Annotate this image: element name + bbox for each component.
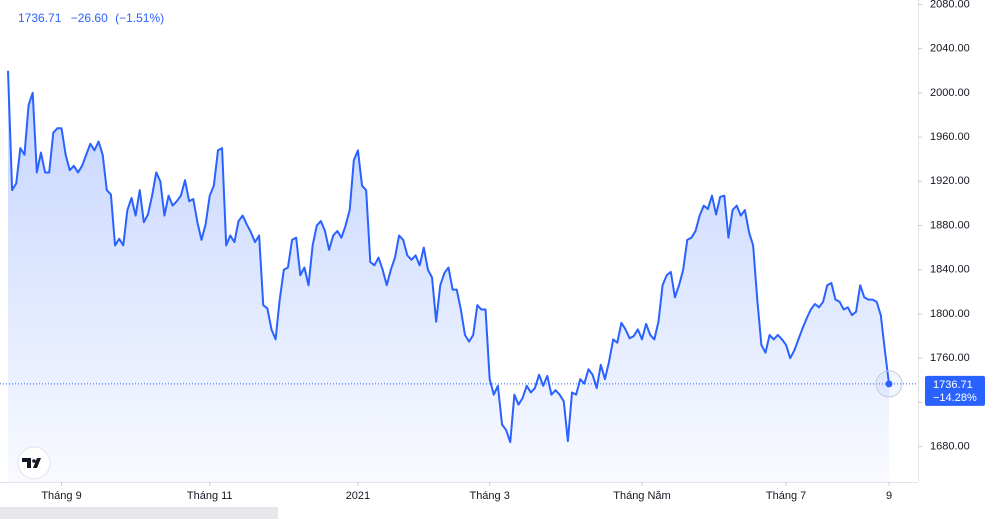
y-tick-label: 1760.00 <box>930 352 970 364</box>
x-tick-label: 9 <box>886 490 892 502</box>
y-tick-label: 1800.00 <box>930 308 970 320</box>
y-tick-label: 1920.00 <box>930 175 970 187</box>
x-tick-label: 2021 <box>346 490 370 502</box>
y-tick-label: 2080.00 <box>930 0 970 10</box>
tv-logo <box>17 446 51 480</box>
price-label-box <box>925 375 985 406</box>
x-tick-label: Tháng 11 <box>187 490 233 502</box>
header-change-pct: (−1.51%) <box>115 11 164 25</box>
x-tick-label: Tháng 9 <box>41 490 81 502</box>
y-tick-label: 1880.00 <box>930 219 970 231</box>
scrollbar[interactable] <box>0 507 278 519</box>
area <box>8 70 889 482</box>
x-tick-label: Tháng 3 <box>469 490 509 502</box>
y-tick-label: 1960.00 <box>930 131 970 143</box>
price-label-pct: −14.28% <box>933 392 977 404</box>
x-tick-label: Tháng Năm <box>613 490 670 502</box>
y-tick-label: 1840.00 <box>930 264 970 276</box>
header: 1736.71 −26.60 (−1.51%) <box>18 11 164 25</box>
price-label: 1736.71 <box>933 379 973 391</box>
header-price: 1736.71 <box>18 11 62 25</box>
header-change: −26.60 <box>71 11 108 25</box>
x-tick-label: Tháng 7 <box>766 490 806 502</box>
last-point <box>885 380 893 388</box>
y-tick-label: 2000.00 <box>930 87 970 99</box>
plot-area <box>0 70 918 482</box>
line <box>7 70 890 444</box>
y-tick-label: 1680.00 <box>930 441 970 453</box>
y-tick-label: 2040.00 <box>930 43 970 55</box>
